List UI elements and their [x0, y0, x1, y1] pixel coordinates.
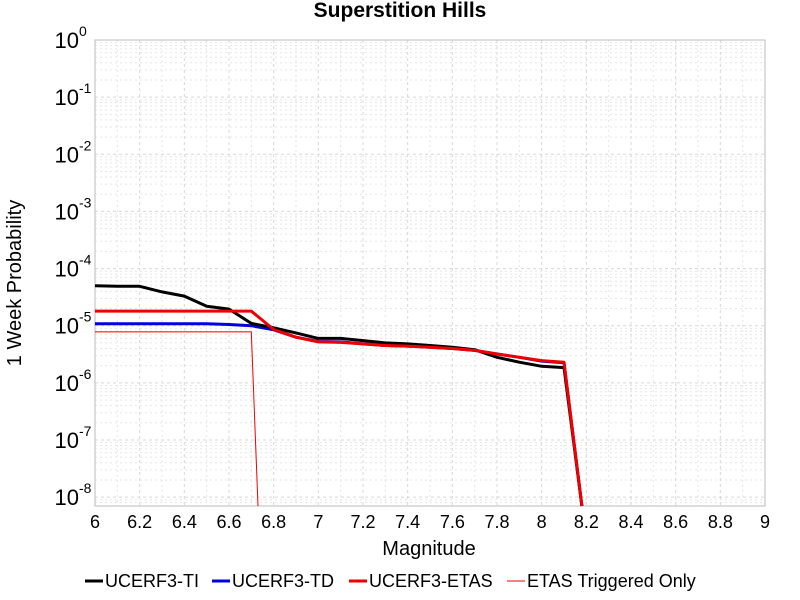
y-tick-exponent: -1: [79, 80, 92, 96]
x-tick-label: 6: [90, 512, 100, 532]
legend-label: ETAS Triggered Only: [527, 571, 696, 591]
y-tick-label: 10: [55, 199, 79, 224]
chart-title: Superstition Hills: [314, 0, 487, 22]
x-axis-ticks: 6 6.2 6.4 6.6 6.8 7 7.2 7.4 7.6 7.8 8 8.2 8.4 8.6 8.8 9: [90, 512, 770, 532]
x-tick-label: 7.2: [350, 512, 375, 532]
x-tick-label: 7.6: [440, 512, 465, 532]
x-tick-label: 6.8: [261, 512, 286, 532]
x-tick-label: 7.4: [395, 512, 420, 532]
y-tick-label: 10: [55, 142, 79, 167]
series-line-2: [95, 309, 584, 507]
x-tick-label: 7.8: [484, 512, 509, 532]
grid: [94, 39, 766, 507]
x-tick-label: 8.2: [574, 512, 599, 532]
y-tick-exponent: -6: [79, 366, 92, 382]
y-tick-exponent: -2: [79, 137, 92, 153]
y-tick-exponent: -4: [79, 252, 92, 268]
x-tick-label: 8.6: [663, 512, 688, 532]
x-tick-label: 8.8: [708, 512, 733, 532]
x-tick-label: 7: [313, 512, 323, 532]
y-tick-label: 10: [55, 28, 79, 53]
y-tick-exponent: 0: [79, 23, 87, 39]
y-tick-exponent: -7: [79, 423, 92, 439]
legend-label: UCERF3-ETAS: [369, 571, 493, 591]
y-tick-label: 10: [55, 85, 79, 110]
y-tick-label: 10: [55, 371, 79, 396]
x-tick-label: 8.4: [618, 512, 643, 532]
y-tick-exponent: -8: [79, 480, 92, 496]
y-tick-label: 10: [55, 485, 79, 510]
x-tick-label: 6.2: [127, 512, 152, 532]
legend-label: UCERF3-TD: [232, 571, 334, 591]
series-line-3: [95, 331, 259, 507]
y-tick-label: 10: [55, 257, 79, 282]
legend: UCERF3-TI UCERF3-TD UCERF3-ETAS ETAS Trigge…: [85, 571, 696, 591]
x-tick-label: 6.6: [216, 512, 241, 532]
y-axis-label: 1 Week Probability: [4, 200, 26, 366]
x-tick-label: 8: [537, 512, 547, 532]
x-tick-label: 6.4: [172, 512, 197, 532]
x-tick-label: 9: [760, 512, 770, 532]
y-tick-label: 10: [55, 314, 79, 339]
series-line-0: [94, 284, 584, 507]
x-axis-label: Magnitude: [382, 538, 475, 560]
y-tick-exponent: -3: [79, 194, 92, 210]
series-layer: [94, 284, 584, 507]
legend-label: UCERF3-TI: [105, 571, 199, 591]
y-tick-label: 10: [55, 428, 79, 453]
y-tick-exponent: -5: [79, 309, 92, 325]
plot-area-frame: [94, 39, 766, 507]
